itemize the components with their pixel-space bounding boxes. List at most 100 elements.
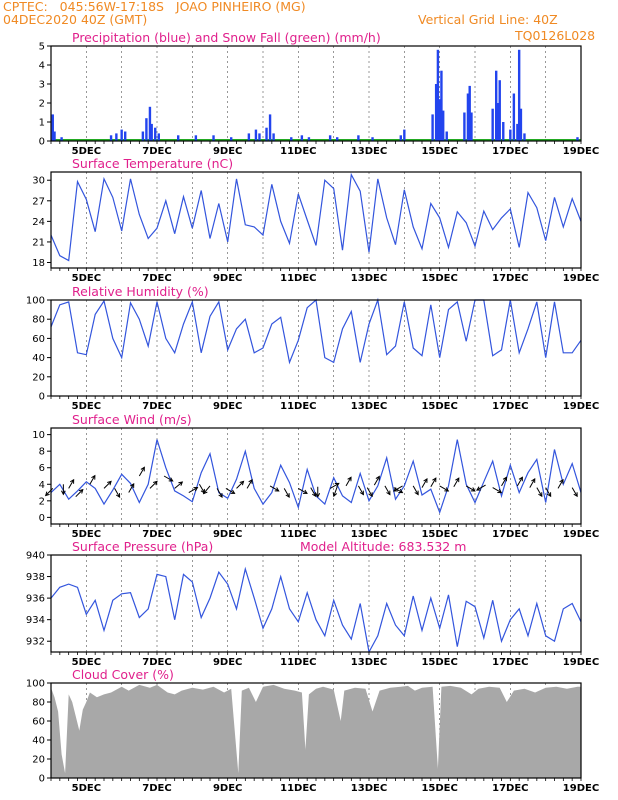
y-tick-label: 3 bbox=[39, 80, 45, 91]
y-tick-label: 60 bbox=[32, 334, 45, 345]
precip-bar bbox=[60, 137, 63, 141]
series-line bbox=[50, 297, 582, 365]
wind-arrowhead bbox=[332, 492, 338, 498]
precip-bar bbox=[466, 93, 470, 141]
wind-arrowhead bbox=[502, 476, 508, 482]
precip-bar bbox=[517, 49, 521, 141]
wind-arrow bbox=[393, 485, 403, 492]
wind-arrowhead bbox=[334, 482, 340, 488]
precip-bar bbox=[115, 133, 118, 141]
wind-arrow bbox=[412, 485, 419, 495]
wind-arrow bbox=[163, 475, 173, 482]
panel-4: 932 934 936 938 940 5DEC 7DEC 9DEC 11DEC 13DEC 15D… bbox=[26, 539, 599, 668]
y-tick-label: 5 bbox=[39, 42, 45, 53]
x-date-label: 15DEC bbox=[421, 783, 457, 794]
x-date-label: 11DEC bbox=[280, 529, 316, 540]
precip-bar bbox=[265, 127, 268, 141]
y-tick-label: 0 bbox=[39, 392, 45, 403]
header-date: 04DEC2020 40Z (GMT) bbox=[3, 12, 148, 27]
y-tick-label: 2 bbox=[39, 99, 45, 110]
y-tick-label: 100 bbox=[26, 679, 45, 690]
wind-arrow bbox=[333, 486, 338, 497]
x-date-label: 5DEC bbox=[72, 273, 101, 284]
precip-bar bbox=[177, 135, 180, 141]
x-date-label: 13DEC bbox=[351, 783, 387, 794]
wind-arrowhead bbox=[107, 480, 112, 486]
wind-arrowhead bbox=[423, 478, 428, 483]
x-date-label: 17DEC bbox=[492, 273, 528, 284]
wind-arrowhead bbox=[44, 491, 50, 497]
wind-arrowhead bbox=[193, 487, 199, 492]
x-date-label: 13DEC bbox=[351, 273, 387, 284]
panel-title: Surface Pressure (hPa) bbox=[72, 539, 213, 554]
y-tick-label: 60 bbox=[32, 717, 45, 728]
precip-bar bbox=[399, 135, 402, 141]
panel-0: 0 1 2 3 4 5 5DEC 7DEC 9DEC 11DEC 13DEC 15DEC 17DEC 19… bbox=[39, 30, 600, 157]
precip-bar bbox=[438, 99, 441, 141]
wind-arrowhead bbox=[470, 487, 476, 492]
x-date-label: 17DEC bbox=[492, 783, 528, 794]
wind-arrow bbox=[357, 485, 364, 495]
x-date-label: 13DEC bbox=[351, 657, 387, 668]
panel-title: Cloud Cover (%) bbox=[72, 667, 174, 682]
x-date-label: 19DEC bbox=[563, 273, 599, 284]
precip-bar bbox=[468, 85, 471, 141]
wind-arrow bbox=[174, 481, 183, 489]
precip-bar bbox=[498, 80, 501, 141]
wind-arrowhead bbox=[168, 477, 174, 482]
precip-bar bbox=[512, 93, 516, 141]
wind-arrowhead bbox=[130, 482, 135, 488]
header-station: CPTEC: 045:56W-17:18S JOAO PINHEIRO (MG) bbox=[3, 0, 306, 14]
wind-arrow bbox=[421, 478, 428, 488]
precip-bar bbox=[307, 137, 311, 141]
wind-arrowhead bbox=[573, 492, 578, 498]
y-tick-label: 940 bbox=[26, 551, 45, 562]
x-date-label: 19DEC bbox=[563, 657, 599, 668]
precip-bar bbox=[336, 137, 339, 141]
wind-arrowhead bbox=[414, 490, 419, 496]
wind-arrowhead bbox=[248, 478, 253, 484]
wind-arrowhead bbox=[153, 480, 158, 486]
panel-2: 0 20 40 60 80 100 5DEC 7DEC 9DEC 11DEC 13DEC 15DEC 1… bbox=[26, 284, 599, 412]
x-date-label: 7DEC bbox=[142, 657, 171, 668]
wind-arrowhead bbox=[393, 487, 398, 492]
series-line bbox=[50, 566, 582, 654]
x-date-label: 19DEC bbox=[563, 783, 599, 794]
precip-bar bbox=[268, 114, 272, 141]
precip-bar bbox=[434, 84, 438, 141]
wind-arrowhead bbox=[559, 478, 564, 484]
wind-arrow bbox=[501, 477, 507, 487]
panel-frame bbox=[50, 554, 582, 653]
wind-arrow bbox=[216, 488, 223, 498]
wind-arrowhead bbox=[359, 490, 364, 496]
precip-bar bbox=[51, 114, 54, 141]
wind-arrow bbox=[225, 487, 235, 494]
precip-bar bbox=[436, 49, 440, 141]
x-date-label: 11DEC bbox=[280, 657, 316, 668]
wind-arrow bbox=[384, 485, 391, 495]
y-tick-label: 6 bbox=[39, 463, 45, 474]
panel-title: Surface Wind (m/s) bbox=[72, 412, 192, 427]
wind-arrow bbox=[310, 487, 317, 497]
panel-frame bbox=[50, 427, 582, 525]
panel-3: 0 2 4 6 8 10 5DEC 7DEC 9DEC 11DEC 13DEC 15DEC 17DEC 1… bbox=[32, 412, 599, 540]
wind-arrow bbox=[149, 480, 158, 489]
panel-title: Surface Temperature (nC) bbox=[72, 156, 233, 171]
precip-bar bbox=[154, 127, 157, 141]
wind-arrowhead bbox=[444, 487, 450, 492]
panel-frame bbox=[50, 45, 582, 142]
wind-arrow bbox=[283, 488, 290, 498]
wind-arrow bbox=[516, 477, 523, 487]
x-date-label: 7DEC bbox=[142, 401, 171, 412]
wind-arrow bbox=[89, 475, 96, 485]
x-date-label: 7DEC bbox=[142, 783, 171, 794]
wind-arrow bbox=[75, 489, 84, 498]
x-date-label: 17DEC bbox=[492, 146, 528, 157]
y-tick-label: 80 bbox=[32, 315, 45, 326]
x-date-label: 11DEC bbox=[280, 146, 316, 157]
y-tick-label: 27 bbox=[32, 196, 45, 207]
precip-bar bbox=[576, 137, 579, 141]
precip-bar bbox=[463, 112, 466, 141]
x-date-label: 7DEC bbox=[142, 146, 171, 157]
